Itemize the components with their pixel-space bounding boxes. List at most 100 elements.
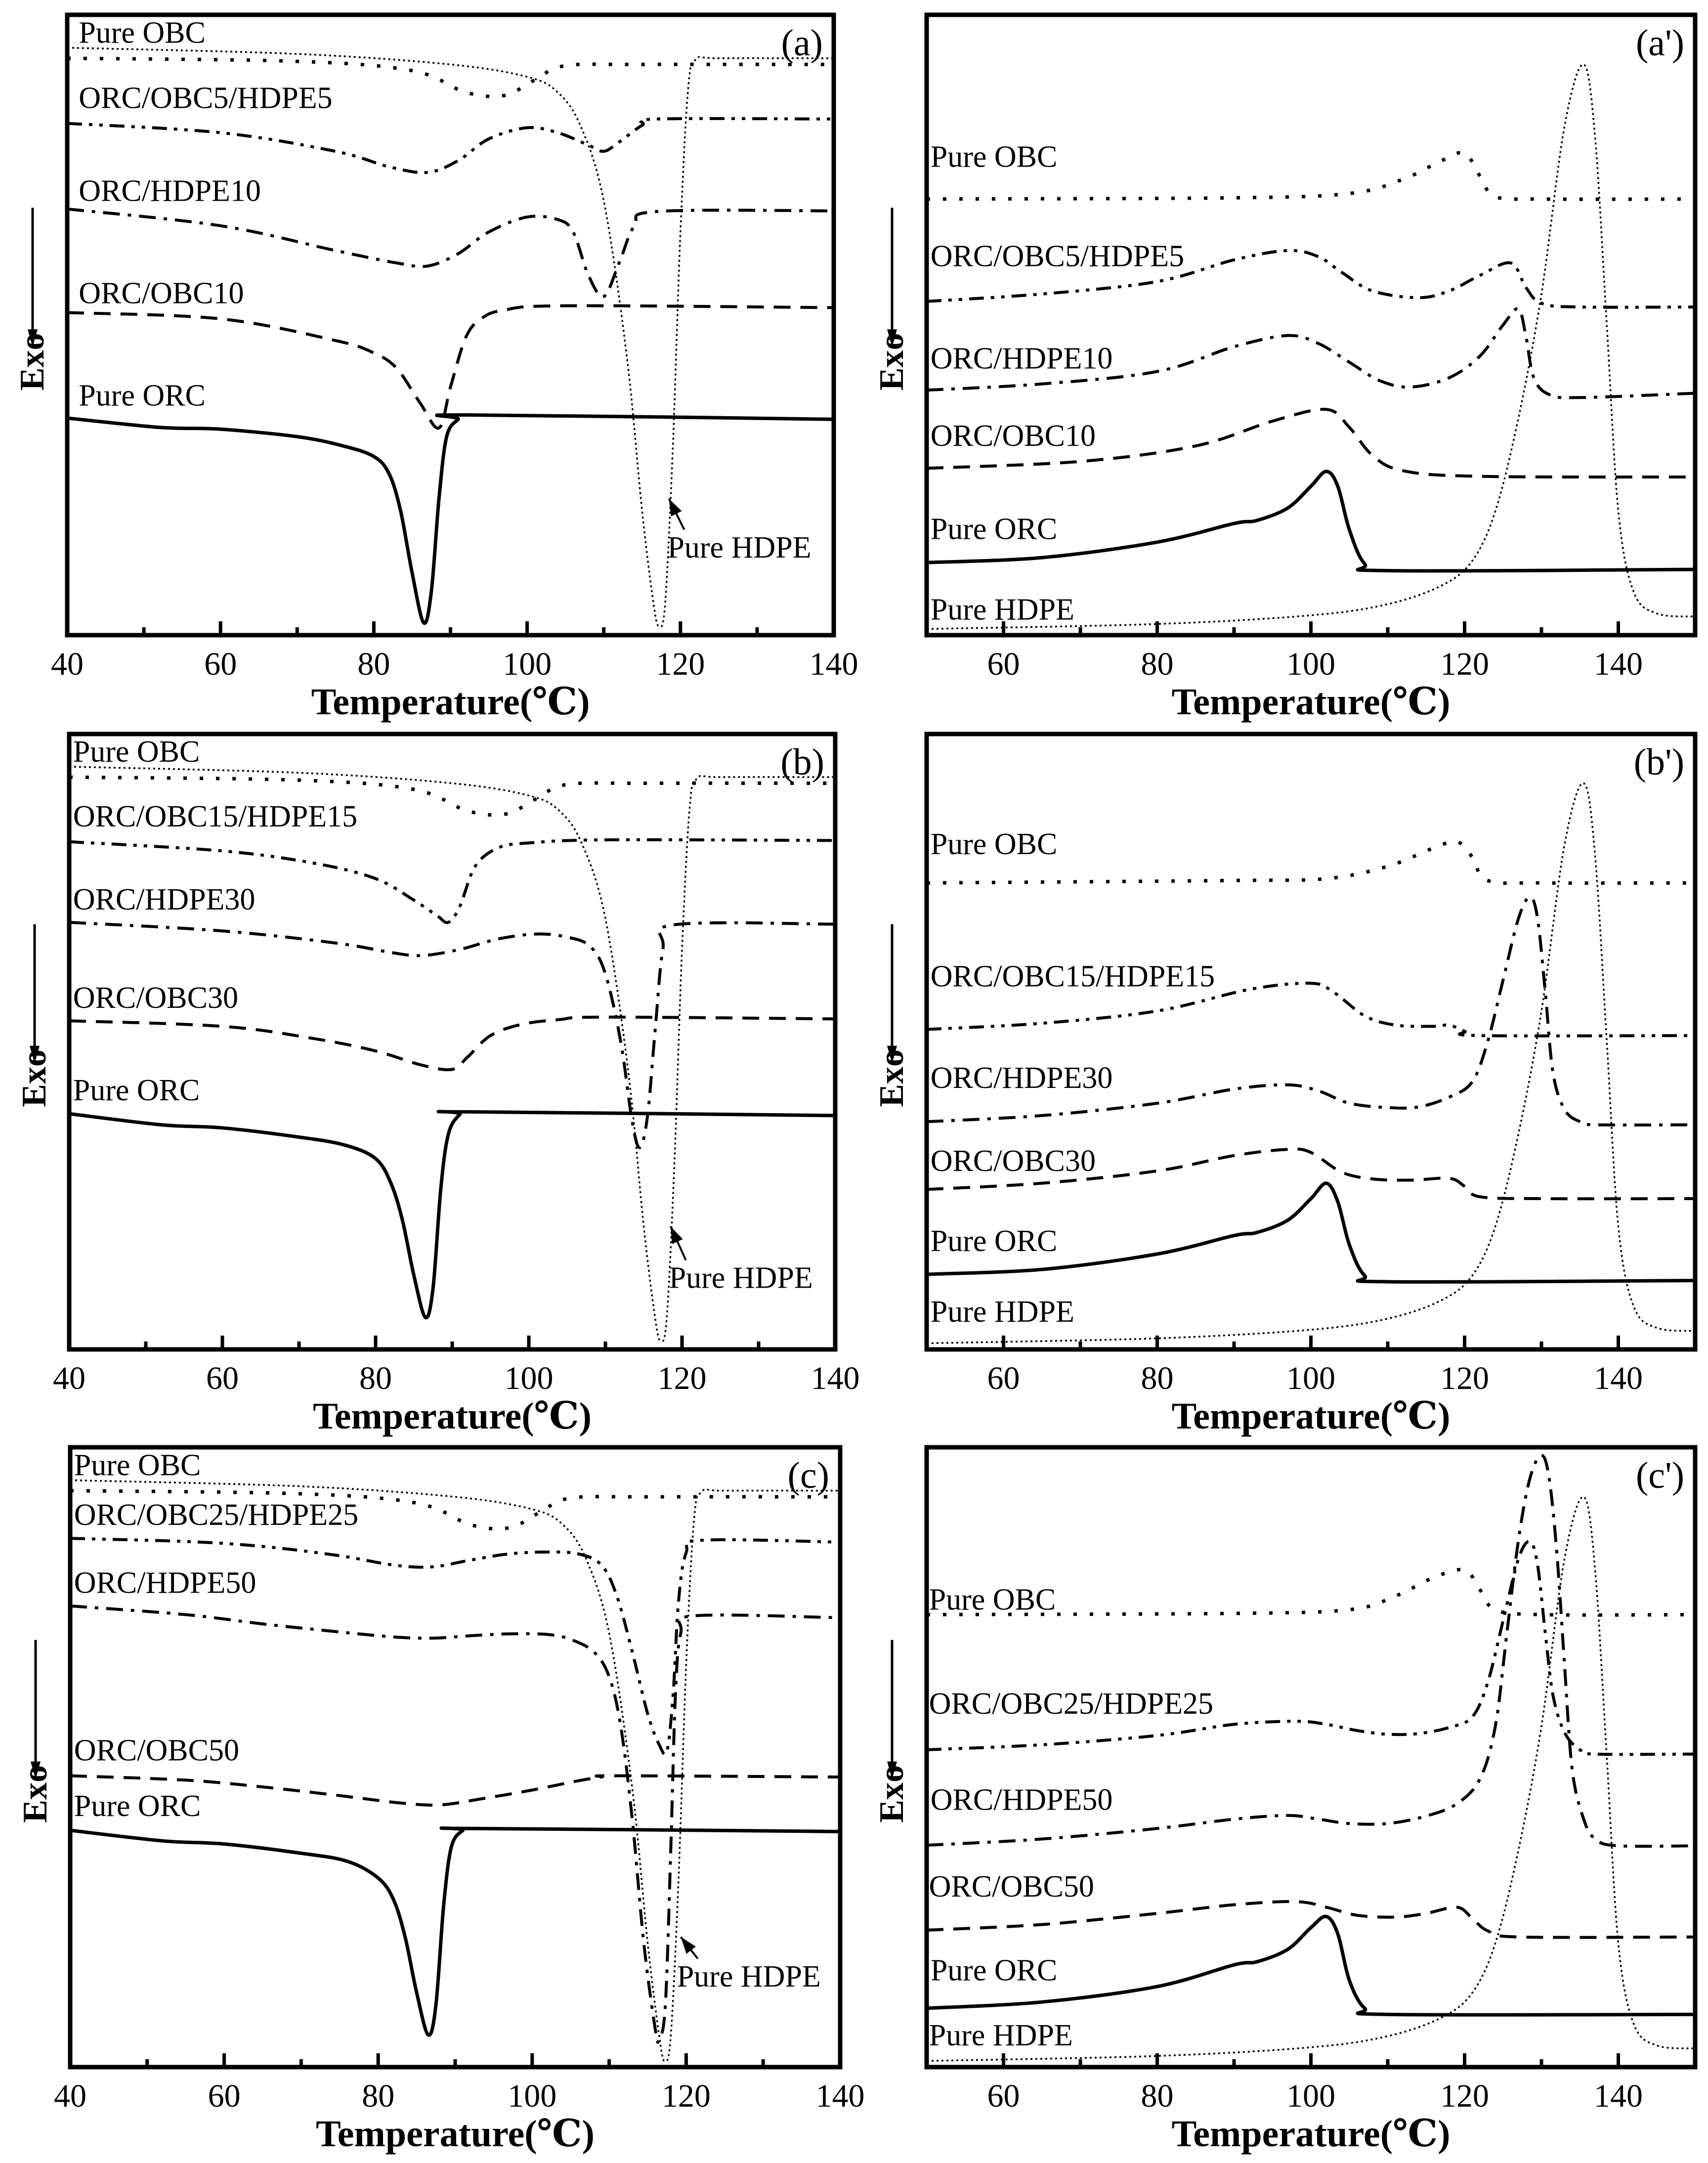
curve-label-orc-obc25-hdpe25: ORC/OBC25/HDPE25 [929, 1687, 1213, 1721]
x-tick-label: 120 [658, 1360, 707, 1396]
curve-label-orc-obc30: ORC/OBC30 [931, 1144, 1096, 1178]
panels-container: Pure OBC Pure HDPE ORC/OBC5/HDPE5 ORC/HDPE1… [13, 12, 1698, 2155]
curve-pure-orc [69, 1110, 835, 1320]
curves [69, 766, 835, 1342]
arrow-head-icon [670, 1226, 683, 1244]
x-tick-label: 120 [1440, 646, 1489, 682]
x-axis-label: Temperature(℃) [1172, 681, 1451, 723]
curve-orc-obc25-hdpe25 [927, 1540, 1695, 1756]
panel-tag: (b) [780, 741, 824, 783]
x-axis-label: Temperature(℃) [1172, 2113, 1451, 2155]
curve-label-orc-obc15-hdpe15: ORC/OBC15/HDPE15 [73, 800, 357, 833]
curve-orc-hdpe30 [927, 895, 1695, 1127]
panel-c-prime: Pure OBC ORC/OBC25/HDPE25 ORC/HDPE50 ORC/OB… [873, 1445, 1698, 2155]
x-tick-label: 120 [1440, 2078, 1489, 2114]
arrow-head-icon [669, 498, 682, 517]
arrow-head-icon [681, 1937, 696, 1954]
curve-orc-obc30 [927, 1147, 1695, 1201]
exo-arrow-down-icon [30, 1045, 40, 1064]
panel-tag: (b') [1634, 741, 1684, 783]
exo-arrow-down-icon [887, 329, 897, 347]
curve-label-pure-hdpe: Pure HDPE [931, 1295, 1074, 1329]
curve-orc-obc15-hdpe15 [927, 982, 1695, 1038]
curve-orc-obc50 [927, 1900, 1695, 1939]
curve-label-orc-hdpe10: ORC/HDPE10 [79, 174, 261, 208]
x-tick-label: 60 [206, 1360, 239, 1396]
exo-arrow-down-icon [887, 1761, 897, 1779]
curve-orc-obc50 [70, 1774, 840, 1807]
x-tick-label: 120 [1440, 1360, 1489, 1396]
curve-orc-obc5-hdpe5 [67, 117, 834, 174]
x-tick-label: 80 [359, 1360, 392, 1396]
curve-label-orc-obc50: ORC/OBC50 [74, 1733, 239, 1767]
x-axis-label: Temperature(℃) [313, 1395, 592, 1437]
curve-label-orc-obc15-hdpe15: ORC/OBC15/HDPE15 [931, 959, 1215, 993]
curve-label-orc-hdpe30: ORC/HDPE30 [73, 883, 256, 916]
curve-pure-orc [70, 1826, 840, 2037]
curve-label-orc-obc10: ORC/OBC10 [79, 277, 244, 310]
curve-orc-obc10 [927, 408, 1695, 479]
x-tick-label: 40 [54, 2078, 86, 2114]
x-tick-label: 100 [1286, 2078, 1335, 2114]
curve-orc-hdpe50 [927, 1454, 1695, 1848]
curve-label-pure-obc: Pure OBC [74, 1448, 201, 1482]
x-tick-label: 120 [656, 646, 705, 682]
x-tick-label: 140 [810, 646, 858, 682]
x-tick-label: 80 [362, 2078, 394, 2114]
x-tick-label: 60 [987, 1360, 1020, 1396]
exo-arrow-down-icon [31, 1761, 41, 1779]
panel-tag: (c') [1636, 1455, 1684, 1496]
curve-orc-hdpe30 [69, 921, 835, 1149]
curve-pure-orc [927, 1181, 1695, 1284]
curves [67, 46, 834, 628]
panel-a: Pure OBC Pure HDPE ORC/OBC5/HDPE5 ORC/HDPE1… [13, 12, 858, 723]
curve-label-orc-hdpe50: ORC/HDPE50 [74, 1566, 256, 1600]
curve-label-orc-obc5-hdpe5: ORC/OBC5/HDPE5 [79, 81, 332, 115]
curve-label-pure-orc: Pure ORC [931, 1953, 1058, 1987]
x-tick-label: 140 [1594, 2078, 1643, 2114]
curve-label-orc-obc50: ORC/OBC50 [929, 1870, 1094, 1903]
exo-arrow-down-icon [28, 329, 38, 347]
curve-label-pure-hdpe: Pure HDPE [929, 2019, 1073, 2052]
curve-label-pure-obc: Pure OBC [931, 140, 1058, 173]
x-axis-label: Temperature(℃) [1172, 1395, 1451, 1437]
curve-orc-obc10 [67, 304, 834, 430]
x-tick-label: 120 [662, 2078, 711, 2114]
x-tick-label: 80 [1141, 1360, 1174, 1396]
curve-pure-obc [69, 775, 835, 817]
curve-label-pure-obc: Pure OBC [79, 16, 206, 49]
curve-orc-hdpe10 [927, 307, 1695, 399]
curve-label-orc-obc30: ORC/OBC30 [73, 981, 238, 1015]
curve-orc-obc15-hdpe15 [69, 838, 835, 924]
curves [70, 1479, 840, 2062]
curve-label-pure-obc: Pure OBC [931, 827, 1058, 861]
curve-label-orc-obc10: ORC/OBC10 [931, 419, 1096, 453]
curves [927, 1454, 1695, 2062]
panel-a-prime: Pure OBC ORC/OBC5/HDPE5 ORC/HDPE10 ORC/OBC1… [873, 12, 1698, 723]
x-tick-label: 100 [508, 2078, 556, 2114]
curve-orc-obc25-hdpe25 [70, 1537, 840, 1756]
x-tick-label: 40 [53, 1360, 85, 1396]
curve-label-orc-hdpe50: ORC/HDPE50 [931, 1783, 1113, 1817]
curves [927, 63, 1695, 630]
curve-label-pure-hdpe: Pure HDPE [931, 593, 1074, 627]
curve-pure-hdpe [927, 63, 1695, 630]
panel-tag: (a') [1636, 22, 1684, 64]
panel-tag: (c) [788, 1455, 829, 1496]
curve-pure-hdpe [69, 766, 835, 1342]
curve-label-orc-obc5-hdpe5: ORC/OBC5/HDPE5 [931, 239, 1184, 273]
x-tick-label: 100 [505, 1360, 554, 1396]
x-tick-label: 60 [208, 2078, 241, 2114]
x-tick-label: 60 [204, 646, 237, 682]
x-tick-label: 60 [987, 2078, 1020, 2114]
x-tick-label: 40 [51, 646, 84, 682]
x-axis-label: Temperature(℃) [311, 681, 590, 723]
x-tick-label: 140 [1594, 1360, 1643, 1396]
curve-pure-orc [927, 470, 1695, 573]
x-tick-label: 80 [1141, 2078, 1174, 2114]
exo-arrow-down-icon [887, 1045, 897, 1064]
x-axis-label: Temperature(℃) [316, 2113, 595, 2155]
curve-orc-hdpe10 [67, 207, 834, 299]
curve-label-pure-orc: Pure ORC [931, 1224, 1058, 1258]
